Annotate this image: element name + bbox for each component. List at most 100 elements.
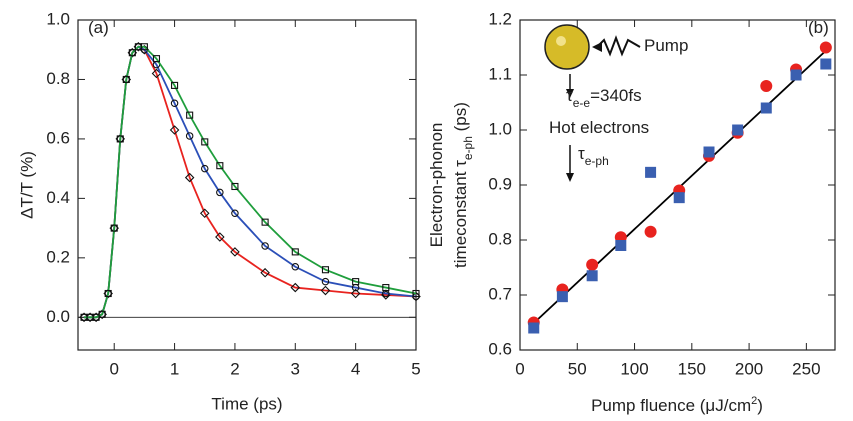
text-part: e-e (573, 96, 591, 110)
annotation: (a) (88, 18, 109, 37)
text-part: τ (578, 144, 585, 163)
marker (760, 80, 773, 92)
marker (186, 111, 194, 119)
marker (185, 132, 194, 140)
series-line (84, 45, 417, 319)
text-part: Pump (644, 36, 688, 55)
marker (170, 99, 179, 107)
y-tick-label: 0.8 (488, 229, 512, 248)
marker (231, 209, 239, 217)
pump-wave (596, 35, 641, 57)
marker (556, 291, 568, 303)
marker (321, 277, 330, 286)
y-tick-label: 1.1 (488, 64, 512, 83)
marker (790, 69, 802, 81)
marker (645, 166, 657, 178)
series-line (84, 45, 417, 319)
y-tick-label: 0.6 (46, 128, 70, 147)
marker (216, 188, 224, 197)
marker (171, 81, 179, 89)
y-tick-label: 0.2 (46, 247, 70, 266)
nanoparticle (544, 24, 590, 70)
annotation: Pump (644, 36, 688, 55)
marker (586, 270, 598, 282)
marker (291, 263, 300, 271)
series-line (84, 45, 417, 319)
marker (586, 258, 599, 271)
text-part: (ps) (451, 102, 470, 136)
marker (290, 282, 301, 293)
marker (528, 322, 540, 334)
x-tick-label: 50 (568, 359, 587, 378)
marker (128, 49, 136, 57)
y-tick-label: 1.2 (488, 9, 512, 28)
marker (412, 289, 420, 298)
marker (184, 172, 195, 183)
marker (261, 218, 269, 226)
marker (732, 124, 744, 136)
marker (615, 240, 627, 251)
y-axis-label: Electron-phonon (427, 123, 446, 248)
marker (169, 125, 180, 135)
marker (231, 182, 239, 191)
marker (703, 146, 715, 158)
text-part: τ (566, 86, 573, 105)
text-part: e-ph (585, 154, 609, 168)
text-part: e-ph (461, 136, 475, 160)
text-part: Pump fluence (μJ/cm (591, 396, 751, 415)
marker (382, 284, 390, 292)
text-part: (b) (808, 18, 829, 37)
marker (673, 192, 685, 204)
marker (201, 164, 209, 173)
x-tick-label: 100 (620, 359, 648, 378)
text-part: ) (757, 396, 763, 415)
marker (140, 43, 148, 51)
y-tick-label: 0.0 (46, 307, 70, 326)
marker (760, 102, 772, 114)
marker (152, 55, 161, 63)
marker (110, 224, 118, 232)
marker (98, 310, 106, 318)
x-tick-label: 250 (792, 359, 820, 378)
y-axis-label: ΔT/T (%) (17, 151, 36, 219)
marker (199, 208, 210, 219)
x-tick-label: 2 (230, 359, 239, 378)
plot-frame (77, 19, 417, 351)
marker (321, 266, 330, 274)
marker (230, 247, 240, 257)
y-tick-label: 0.9 (488, 174, 512, 193)
marker (644, 225, 657, 238)
x-tick-label: 150 (678, 359, 706, 378)
text-part: Electron-phonon (427, 123, 446, 248)
x-tick-label: 0 (109, 359, 118, 378)
text-part: =340fs (590, 86, 642, 105)
marker (216, 162, 224, 170)
marker (352, 278, 360, 286)
text-part: timeconstant τ (451, 160, 470, 268)
marker (116, 135, 124, 143)
y-axis-label: timeconstant τe-ph (ps) (451, 102, 475, 268)
x-axis-label: Time (ps) (211, 394, 282, 413)
marker (819, 41, 832, 54)
y-tick-label: 0.7 (488, 284, 512, 303)
y-tick-label: 0.6 (488, 339, 512, 358)
marker (104, 289, 112, 298)
x-tick-label: 200 (735, 359, 763, 378)
text-part: 2 (751, 395, 757, 407)
marker (122, 75, 130, 84)
arrow-head (592, 42, 602, 52)
marker (260, 267, 270, 278)
annotation: τe-ph (578, 144, 609, 168)
x-tick-label: 0 (515, 359, 524, 378)
text-part: (a) (88, 18, 109, 37)
arrow-head (566, 173, 574, 182)
x-tick-label: 1 (170, 359, 179, 378)
y-tick-label: 0.8 (46, 69, 70, 88)
pump-illustration (544, 24, 641, 182)
x-tick-label: 4 (351, 359, 360, 378)
y-tick-label: 1.0 (46, 9, 70, 28)
x-axis-label: Pump fluence (μJ/cm2) (591, 395, 763, 416)
marker (215, 232, 225, 242)
annotation: (b) (808, 18, 829, 37)
